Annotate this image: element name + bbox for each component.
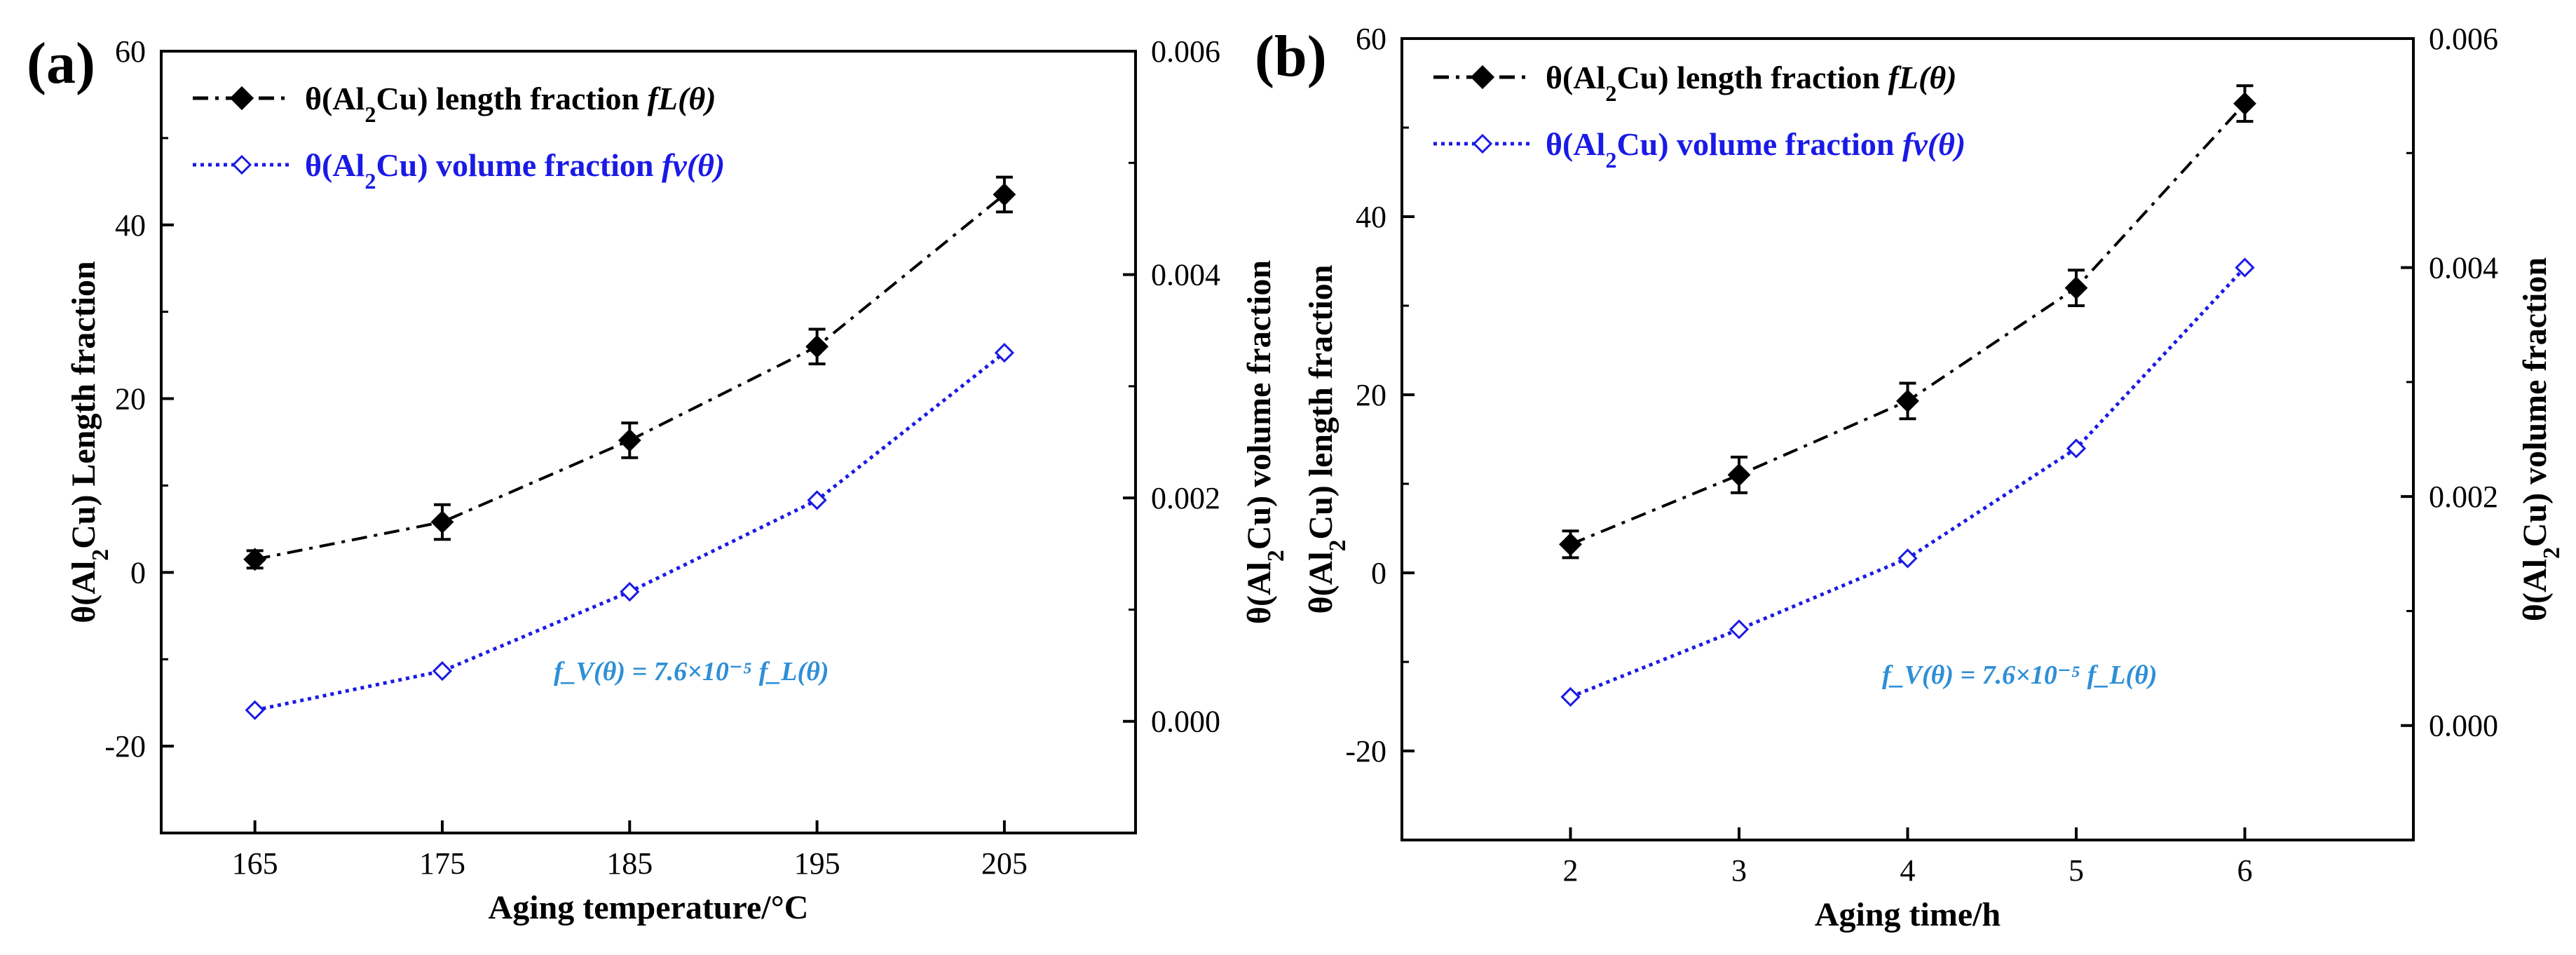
legend-label: θ(Al2Cu) length fraction fL(θ) — [1546, 60, 1957, 106]
data-point — [432, 661, 453, 682]
series-length-fraction — [243, 175, 1016, 571]
data-point — [807, 490, 827, 510]
y2-tick-label: 0.006 — [2429, 22, 2498, 56]
data-point — [993, 183, 1016, 206]
series-line — [1569, 266, 2247, 699]
legend-label: θ(Al2Cu) length fraction fL(θ) — [305, 81, 716, 127]
x-axis-label: Aging time/h — [1815, 896, 2001, 933]
panel-a: 165 175 185 195 205 -20 0 20 40 60 0.000 0.002 0.004… — [27, 31, 1289, 926]
y2-tick-label: 0.004 — [2429, 251, 2498, 285]
x-tick-label: 5 — [2069, 853, 2084, 888]
y2-axis-label: θ(Al2Cu) volume fraction — [1241, 260, 1289, 624]
panel-label: (b) — [1255, 24, 1327, 89]
x-tick-label: 3 — [1731, 853, 1747, 888]
x-tick-label: 6 — [2237, 853, 2253, 888]
panel-label: (a) — [27, 31, 95, 96]
data-point — [1727, 463, 1751, 487]
data-point — [430, 510, 454, 534]
formula-annotation: f_V(θ) = 7.6×10⁻⁵ f_L(θ) — [554, 657, 829, 686]
x-tick-label: 165 — [232, 846, 278, 881]
data-point — [2066, 438, 2087, 459]
data-point — [805, 334, 829, 358]
y-tick-label: 20 — [115, 382, 146, 416]
formula-annotation: f_V(θ) = 7.6×10⁻⁵ f_L(θ) — [1882, 661, 2158, 690]
data-point — [2064, 276, 2088, 300]
y2-tick-label: 0.006 — [1151, 34, 1220, 69]
legend-marker — [1472, 133, 1493, 154]
y2-axis-label: θ(Al2Cu) volume fraction — [2516, 257, 2565, 621]
legend-marker — [1470, 65, 1495, 90]
data-point — [1729, 619, 1750, 639]
series-length-fraction — [1559, 84, 2256, 560]
x-axis-label: Aging temperature/°C — [489, 889, 809, 926]
x-tick-label: 185 — [606, 846, 653, 881]
data-point — [2233, 92, 2256, 116]
series-line — [254, 193, 1006, 561]
legend-label: θ(Al2Cu) volume fraction fv(θ) — [305, 147, 725, 194]
series-volume-fraction — [1560, 257, 2255, 707]
legend: θ(Al2Cu) length fraction fL(θ) θ(Al2Cu) v… — [1433, 60, 1965, 172]
data-point — [994, 342, 1015, 363]
series-line — [1569, 102, 2246, 546]
y2-tick-label: 0.002 — [2429, 480, 2498, 514]
data-point — [1560, 686, 1581, 707]
y-axis-label: θ(Al2Cu) Length fraction — [65, 261, 114, 623]
data-point — [1559, 532, 1582, 556]
data-point — [1896, 389, 1919, 413]
y-tick-label: 40 — [1356, 200, 1386, 234]
y-tick-label: 0 — [130, 555, 146, 590]
data-point — [2235, 257, 2255, 278]
x-tick-label: 175 — [419, 846, 465, 881]
data-point — [245, 700, 265, 720]
y2-tick-label: 0.000 — [1151, 705, 1220, 739]
y-axis-label: θ(Al2Cu) length fraction — [1302, 265, 1351, 614]
x-tick-label: 205 — [981, 846, 1028, 881]
series-volume-fraction — [245, 342, 1015, 720]
legend-marker — [231, 154, 252, 175]
legend-label: θ(Al2Cu) volume fraction fv(θ) — [1546, 126, 1965, 172]
x-tick-label: 195 — [794, 846, 840, 881]
y2-tick-label: 0.000 — [2429, 709, 2498, 743]
y-tick-label: 40 — [115, 208, 146, 243]
y-tick-label: 60 — [115, 34, 146, 69]
y-tick-label: 20 — [1356, 378, 1386, 412]
data-point — [1897, 548, 1918, 569]
panel-b: 2 3 4 5 6 -20 0 20 40 60 0.000 0.002 0.004 0.006 (b) Ag… — [1255, 22, 2565, 933]
x-tick-label: 2 — [1563, 853, 1579, 888]
data-point — [243, 548, 267, 571]
legend-marker — [229, 86, 254, 111]
y2-tick-label: 0.002 — [1151, 481, 1220, 515]
x-tick-label: 4 — [1900, 853, 1916, 888]
y2-tick-label: 0.004 — [1151, 258, 1220, 292]
data-point — [618, 428, 641, 452]
y-tick-label: -20 — [1345, 734, 1386, 768]
y-tick-label: 60 — [1356, 22, 1386, 56]
y-tick-label: 0 — [1371, 556, 1386, 590]
y-tick-label: -20 — [104, 729, 146, 764]
plot-frame — [160, 50, 1137, 834]
data-point — [620, 581, 640, 602]
legend: θ(Al2Cu) length fraction fL(θ) θ(Al2Cu) v… — [193, 81, 725, 194]
